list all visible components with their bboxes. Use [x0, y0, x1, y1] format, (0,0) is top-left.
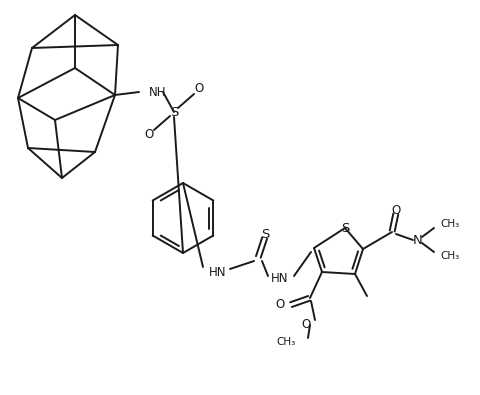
Text: CH₃: CH₃: [277, 337, 296, 347]
Text: HN: HN: [209, 265, 227, 278]
Text: S: S: [261, 228, 269, 241]
Text: CH₃: CH₃: [440, 219, 459, 229]
Text: CH₃: CH₃: [440, 251, 459, 261]
Text: O: O: [194, 83, 204, 96]
Text: S: S: [170, 105, 178, 118]
Text: N: N: [413, 233, 423, 246]
Text: O: O: [276, 299, 285, 312]
Text: HN: HN: [271, 271, 289, 284]
Text: O: O: [391, 203, 401, 216]
Text: NH: NH: [149, 85, 167, 98]
Text: O: O: [302, 318, 311, 331]
Text: O: O: [144, 128, 154, 141]
Text: S: S: [341, 222, 349, 235]
